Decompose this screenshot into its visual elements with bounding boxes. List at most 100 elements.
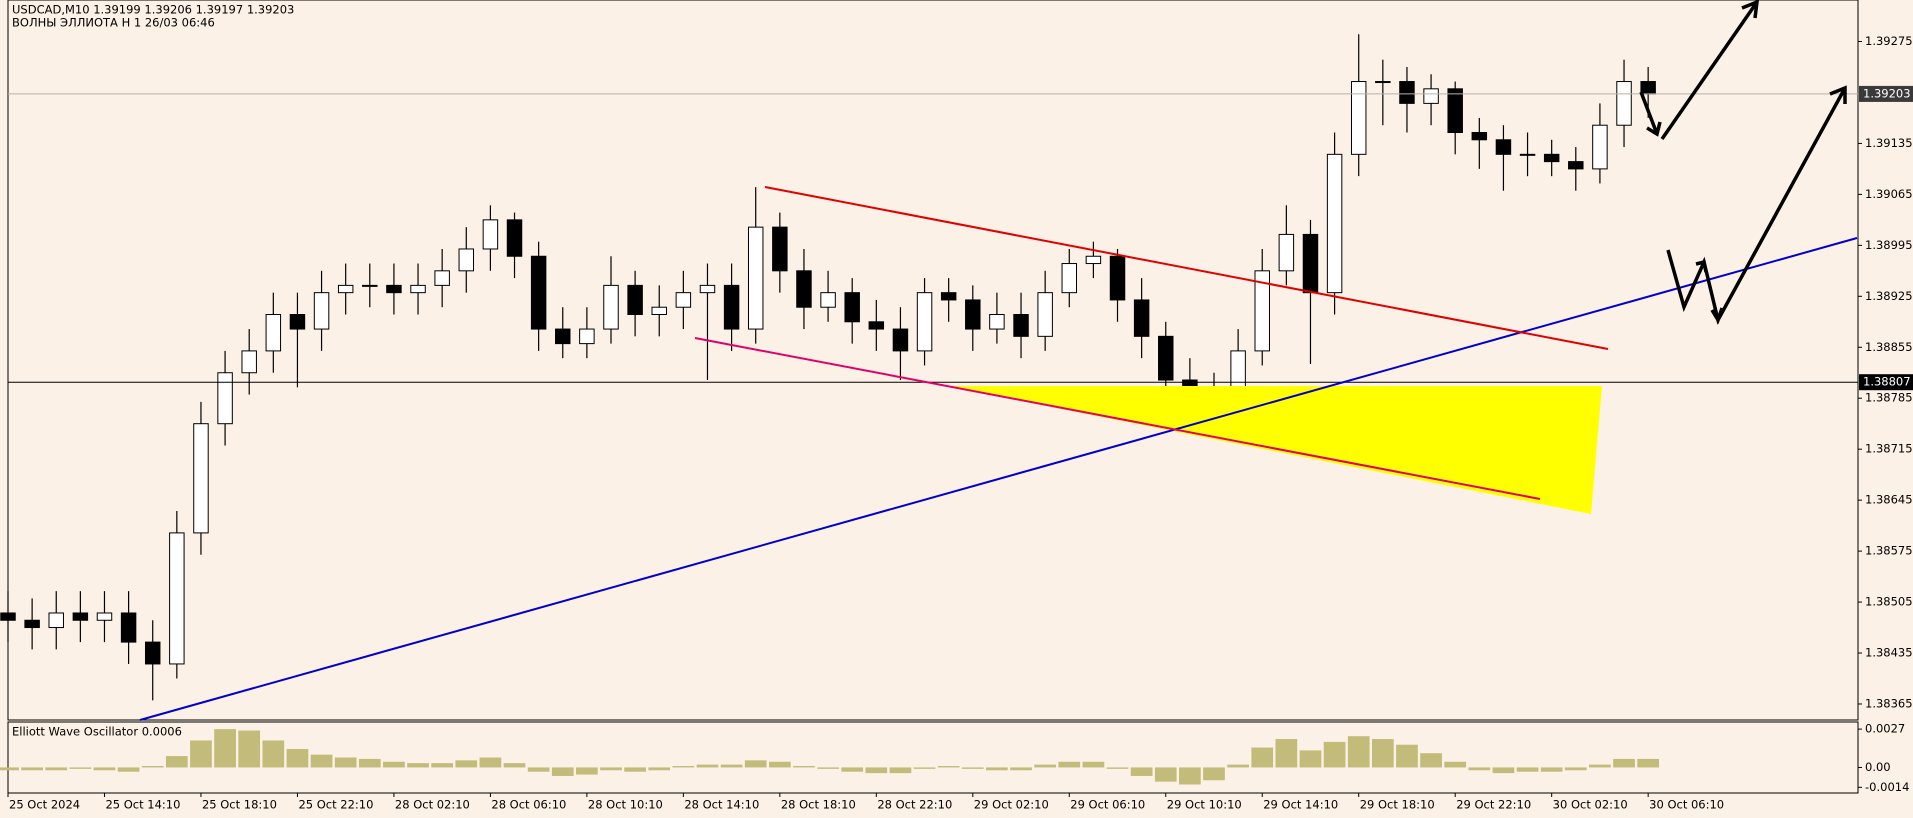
candle-body bbox=[820, 292, 836, 308]
x-tick-label: 25 Oct 2024 bbox=[9, 798, 80, 812]
oscillator-bar bbox=[793, 766, 815, 768]
candle-body bbox=[965, 299, 981, 330]
oscillator-bar bbox=[961, 767, 984, 769]
oscillator-bar bbox=[1251, 747, 1274, 768]
oscillator-bar bbox=[551, 767, 574, 776]
oscillator-bar bbox=[1420, 753, 1442, 768]
x-tick-label: 30 Oct 06:10 bbox=[1649, 798, 1724, 812]
oscillator-bar bbox=[358, 758, 381, 768]
oscillator-bar bbox=[1082, 761, 1105, 768]
candle-body bbox=[24, 619, 40, 629]
oscillator-bar bbox=[768, 761, 791, 768]
oscillator-bar bbox=[117, 767, 140, 772]
y-tick-label: -0.0014 bbox=[1865, 780, 1909, 794]
oscillator-bar bbox=[479, 757, 502, 768]
y-tick-label: 1.38435 bbox=[1865, 646, 1913, 660]
oscillator-bar bbox=[1613, 758, 1635, 768]
candle-body bbox=[1543, 153, 1560, 163]
oscillator-bar bbox=[624, 767, 646, 772]
candle-body bbox=[1423, 88, 1439, 104]
oscillator-bar bbox=[141, 766, 164, 768]
candle-body bbox=[844, 292, 860, 323]
y-tick-label: 1.38785 bbox=[1865, 391, 1913, 405]
arrow-head bbox=[1695, 259, 1724, 325]
oscillator-bar bbox=[1227, 764, 1249, 768]
candle-body bbox=[120, 612, 137, 643]
oscillator-bar bbox=[1130, 767, 1153, 776]
candle-body bbox=[482, 219, 499, 250]
forecast-arrows bbox=[1639, 0, 1847, 325]
candle-body bbox=[362, 284, 378, 287]
oscillator-bar bbox=[1034, 764, 1057, 768]
candle-body bbox=[241, 350, 257, 374]
candle-body bbox=[603, 284, 619, 330]
oscillator-bar bbox=[1371, 739, 1394, 768]
x-tick-label: 28 Oct 18:10 bbox=[781, 798, 856, 812]
candle-body bbox=[1568, 161, 1584, 170]
oscillator-bar bbox=[334, 757, 357, 768]
candle-body bbox=[675, 292, 692, 308]
candle-body bbox=[96, 612, 113, 621]
oscillator-bar bbox=[1179, 767, 1201, 785]
oscillator-bar bbox=[190, 740, 212, 768]
oscillator-bar bbox=[69, 767, 92, 769]
candle-body bbox=[1375, 81, 1391, 84]
candle-body bbox=[723, 284, 740, 330]
oscillator-bar bbox=[720, 764, 743, 768]
x-tick-label: 28 Oct 10:10 bbox=[588, 798, 663, 812]
chart-subtitle: ВОЛНЫ ЭЛЛИОТА H 1 26/03 06:46 bbox=[12, 16, 215, 30]
price-badge bbox=[1859, 85, 1913, 102]
y-tick-label: 1.38575 bbox=[1865, 544, 1913, 558]
y-tick-label: 1.39275 bbox=[1865, 34, 1913, 48]
candle-body bbox=[458, 248, 475, 272]
y-tick-label: 0.0027 bbox=[1865, 722, 1905, 736]
candle-body bbox=[772, 226, 788, 272]
candle-body bbox=[434, 270, 450, 286]
oscillator-bar bbox=[286, 748, 309, 768]
candle-body bbox=[530, 255, 547, 330]
x-tick-label: 28 Oct 06:10 bbox=[491, 798, 566, 812]
oscillator-bar bbox=[0, 767, 19, 771]
channel-upper bbox=[764, 186, 1609, 350]
oscillator-bar bbox=[1564, 767, 1587, 771]
oscillator-bar bbox=[1396, 744, 1418, 768]
y-tick-label: 1.38505 bbox=[1865, 595, 1913, 609]
x-tick-label: 28 Oct 14:10 bbox=[684, 798, 759, 812]
candle-body bbox=[48, 612, 64, 629]
oscillator-bar bbox=[93, 767, 116, 771]
oscillator-bar bbox=[841, 767, 864, 772]
oscillator-bar bbox=[1106, 767, 1129, 769]
oscillator-bar bbox=[1154, 767, 1177, 782]
x-tick-label: 29 Oct 22:10 bbox=[1456, 798, 1531, 812]
oscillator-bar bbox=[1323, 741, 1346, 768]
y-tick-label: 0.00 bbox=[1865, 760, 1891, 774]
x-tick-label: 29 Oct 06:10 bbox=[1070, 798, 1145, 812]
candle-body bbox=[386, 284, 402, 294]
candle-body bbox=[1061, 263, 1078, 294]
oscillator-bar bbox=[744, 760, 767, 768]
x-tick-label: 25 Oct 14:10 bbox=[105, 798, 180, 812]
level-badge-label: 1.38807 bbox=[1863, 375, 1911, 389]
oscillator-bar bbox=[986, 767, 1008, 771]
oscillator-bar bbox=[455, 760, 478, 768]
x-tick-label: 28 Oct 22:10 bbox=[877, 798, 952, 812]
oscillator-bar bbox=[21, 767, 43, 771]
candle-body bbox=[699, 284, 716, 294]
candle-body bbox=[0, 612, 16, 621]
oscillator-bar bbox=[817, 767, 839, 769]
candle-body bbox=[1399, 81, 1415, 104]
oscillator-bar bbox=[889, 767, 912, 774]
oscillator-title: Elliott Wave Oscillator 0.0006 bbox=[12, 725, 182, 739]
oscillator-bar bbox=[1203, 767, 1225, 781]
y-tick-label: 1.38855 bbox=[1865, 340, 1913, 354]
oscillator-bar bbox=[865, 767, 888, 774]
candle-body bbox=[337, 284, 354, 294]
x-tick-label: 29 Oct 14:10 bbox=[1263, 798, 1338, 812]
candle-body bbox=[1592, 124, 1608, 170]
candle-body bbox=[1495, 139, 1512, 155]
y-tick-label: 1.39065 bbox=[1865, 187, 1913, 201]
candle-body bbox=[1133, 299, 1150, 337]
oscillator-bar bbox=[1275, 739, 1298, 768]
oscillator-bar bbox=[600, 767, 622, 771]
candle-body bbox=[1447, 88, 1463, 133]
